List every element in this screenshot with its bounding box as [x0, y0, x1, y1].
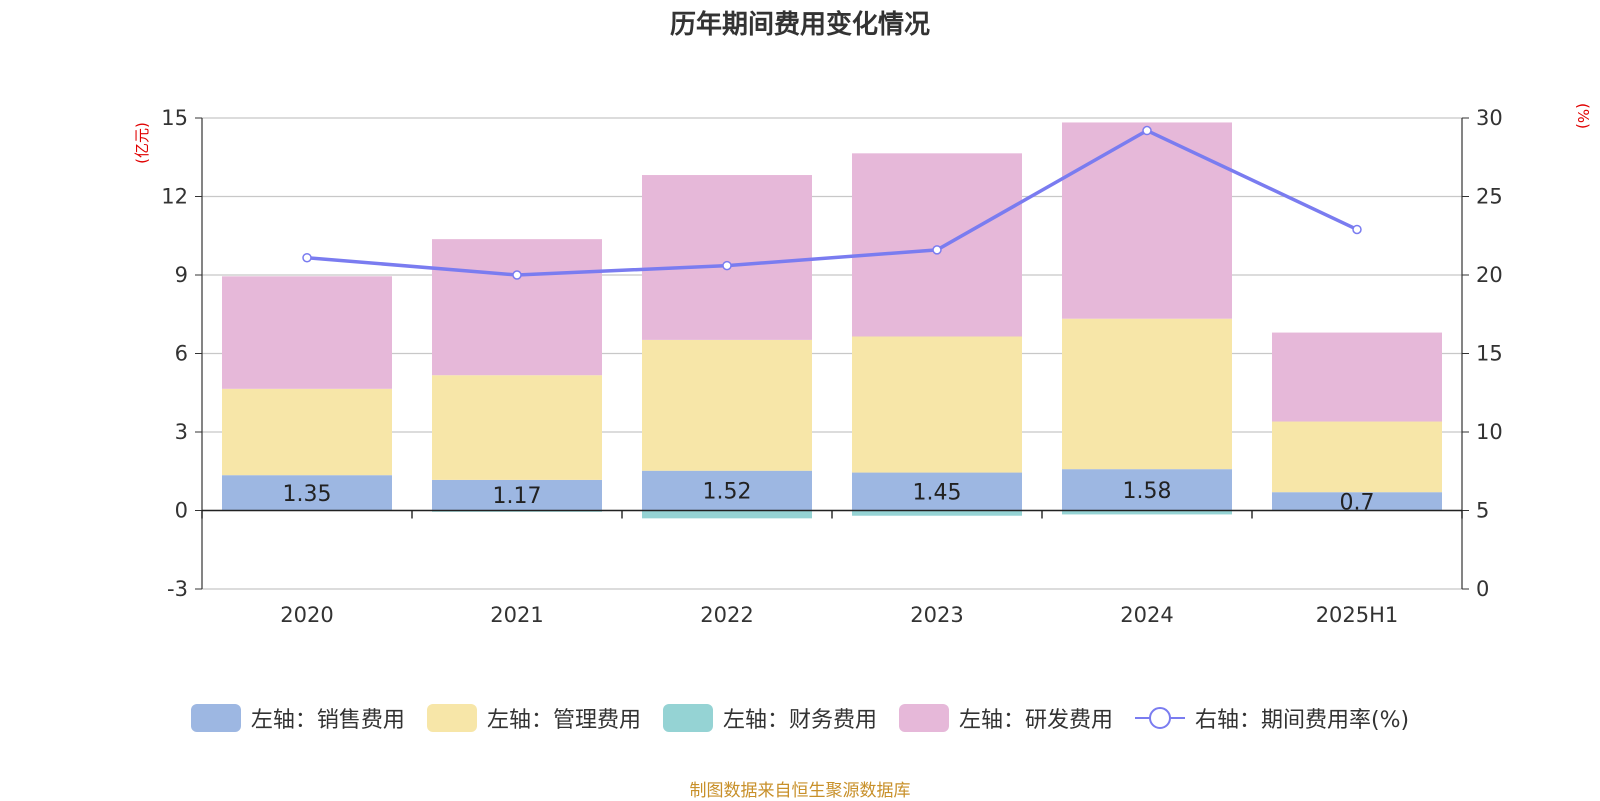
data-label: 1.52	[703, 480, 752, 505]
bar-segment	[852, 153, 1022, 337]
legend-swatch-rnd	[898, 704, 949, 732]
bar-segment	[642, 470, 812, 511]
legend-item-sales[interactable]: 左轴：销售费用	[190, 702, 405, 734]
right-tick-label: 15	[1476, 342, 1503, 366]
legend-swatch-admin	[426, 704, 477, 732]
data-label: 1.58	[1123, 479, 1172, 504]
rate-line-point	[1142, 125, 1152, 136]
bars	[222, 122, 1442, 519]
legend-label-finance: 左轴：财务费用	[722, 708, 877, 733]
left-tick-label: 0	[175, 499, 188, 523]
axes: -3 0 3 6 9 12 15 0 5 10 15 20 25 30 2020 2021 2022 2023 20…	[161, 106, 1502, 627]
rate-line-path	[306, 128, 1358, 277]
left-tick-label: -3	[167, 577, 188, 601]
legend-label-rnd: 左轴：研发费用	[958, 708, 1113, 733]
bar-segment	[1062, 122, 1232, 319]
legend-line-marker-icon	[1134, 707, 1185, 729]
left-tick-label: 6	[175, 342, 188, 366]
bar-segment	[432, 239, 602, 376]
legend-swatch-finance	[662, 704, 713, 732]
right-tick-label: 20	[1476, 263, 1503, 287]
legend: 左轴：销售费用 左轴：管理费用 左轴：财务费用 左轴：研发费用 右轴：期间费用率…	[0, 702, 1600, 734]
left-tick-label: 15	[161, 106, 188, 130]
legend-item-rate[interactable]: 右轴：期间费用率(%)	[1134, 702, 1410, 734]
rate-line-point	[1352, 224, 1362, 235]
data-label: 1.35	[283, 482, 332, 507]
rate-line	[302, 125, 1362, 280]
left-tick-label: 3	[175, 420, 188, 444]
x-tick-label: 2023	[910, 603, 963, 627]
x-tick-label: 2024	[1120, 603, 1173, 627]
left-tick-label: 9	[175, 263, 188, 287]
bar-segment	[852, 472, 1022, 511]
right-tick-label: 0	[1476, 577, 1489, 601]
bar-segment	[1272, 332, 1442, 422]
data-labels: 1.35 1.17 1.52 1.45 1.58 0.7	[283, 479, 1375, 516]
bar-segment	[1272, 492, 1442, 511]
rate-line-point	[512, 270, 522, 280]
bar-segment	[432, 479, 602, 511]
bar-segment	[852, 510, 1022, 516]
bar-segment	[1062, 510, 1232, 515]
x-tick-label: 2022	[700, 603, 753, 627]
bar-segment	[222, 276, 392, 389]
data-label: 1.17	[493, 484, 542, 509]
chart-svg: -3 0 3 6 9 12 15 0 5 10 15 20 25 30 2020 2021 2022 2023 20…	[133, 103, 1592, 627]
right-tick-label: 30	[1476, 106, 1503, 130]
rate-line-point	[932, 245, 942, 255]
bar-segment	[1272, 421, 1442, 493]
x-tick-label: 2020	[280, 603, 333, 627]
legend-label-rate: 右轴：期间费用率(%)	[1194, 708, 1410, 733]
chart-title: 历年期间费用变化情况	[669, 10, 930, 40]
bar-segment	[432, 375, 602, 480]
legend-swatch-sales	[190, 704, 241, 732]
right-tick-label: 10	[1476, 420, 1503, 444]
legend-label-admin: 左轴：管理费用	[486, 708, 641, 733]
bar-segment	[642, 339, 812, 471]
bar-segment	[222, 475, 392, 511]
legend-item-admin[interactable]: 左轴：管理费用	[426, 702, 641, 734]
x-tick-label: 2025H1	[1316, 603, 1399, 627]
bar-segment	[1062, 318, 1232, 470]
x-tick-label: 2021	[490, 603, 543, 627]
left-tick-label: 12	[161, 185, 188, 209]
legend-item-rnd[interactable]: 左轴：研发费用	[898, 702, 1113, 734]
bar-segment	[642, 175, 812, 340]
left-axis-unit: (亿元)	[133, 122, 151, 164]
right-tick-label: 5	[1476, 499, 1489, 523]
rate-line-point	[722, 260, 732, 271]
right-tick-label: 25	[1476, 185, 1503, 209]
bar-segment	[222, 388, 392, 476]
right-axis-unit: (%)	[1574, 103, 1592, 129]
rate-line-point	[302, 252, 312, 263]
bar-segment	[1062, 469, 1232, 511]
bar-segment	[642, 510, 812, 519]
legend-label-sales: 左轴：销售费用	[250, 708, 405, 733]
legend-item-finance[interactable]: 左轴：财务费用	[662, 702, 877, 734]
bar-segment	[852, 336, 1022, 473]
data-label: 1.45	[913, 481, 962, 506]
data-label: 0.7	[1340, 490, 1375, 515]
source-note: 制图数据来自恒生聚源数据库	[689, 781, 911, 801]
